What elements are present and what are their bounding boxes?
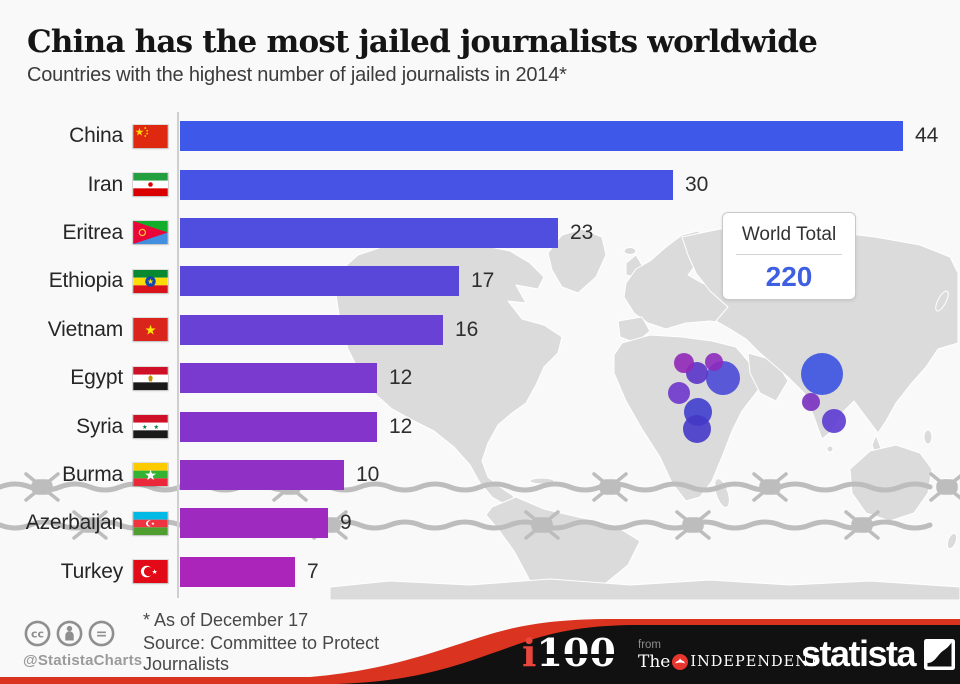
bubble-burma (802, 393, 820, 411)
azerbaijan-flag-icon: ★ (133, 511, 168, 535)
bar-value: 17 (471, 269, 495, 293)
country-label: Azerbaijan (25, 511, 123, 535)
license-icons: cc = (24, 620, 115, 647)
bar-row-turkey: Turkey ★ 7 (20, 548, 938, 596)
china-flag-icon: ★ (133, 124, 168, 148)
independent-eagle-icon (672, 654, 689, 670)
svg-text:cc: cc (31, 628, 44, 641)
svg-text:★: ★ (144, 468, 157, 484)
bar-vietnam (180, 314, 443, 345)
vietnam-flag-icon: ★ (133, 318, 168, 342)
bar-value: 12 (389, 414, 413, 438)
bar-row-eritrea: Eritrea 23 (20, 209, 938, 257)
bar-value: 16 (455, 317, 479, 341)
chart-axis-line (177, 112, 179, 598)
bubble-turkey (674, 353, 694, 373)
independent-name: INDEPENDENT (690, 654, 820, 670)
bar-turkey (180, 556, 295, 587)
independent-the: The (638, 652, 671, 672)
source-note: Source: Committee to Protect Journalists (143, 633, 380, 674)
bar-eritrea (180, 217, 558, 248)
statista-logo-text: statista (801, 633, 917, 674)
bar-ethiopia (180, 266, 459, 297)
ethiopia-flag-icon: ★ (133, 269, 168, 293)
country-label: Vietnam (47, 317, 123, 341)
bar-row-burma: Burma ★ 10 (20, 451, 938, 499)
statista-charts-credit: @StatistaCharts (23, 652, 143, 669)
svg-text:★: ★ (151, 521, 155, 527)
attribution-icon (56, 620, 83, 647)
bar-value: 44 (915, 124, 939, 148)
country-label: Turkey (60, 559, 123, 583)
footnote-block: * As of December 17 Source: Committee to… (143, 610, 413, 675)
country-label: Eritrea (62, 220, 124, 244)
bubble-china (801, 353, 843, 395)
burma-flag-icon: ★ (133, 463, 168, 487)
bar-row-vietnam: Vietnam ★ 16 (20, 306, 938, 354)
i100-logo: i100 (522, 630, 618, 675)
egypt-flag-icon (133, 366, 168, 390)
bar-row-azerbaijan: Azerbaijan ★ 9 (20, 499, 938, 547)
no-derivatives-icon: = (88, 620, 115, 647)
bar-value: 10 (356, 462, 380, 486)
statista-logo-icon (924, 638, 956, 670)
bar-syria (180, 411, 377, 442)
syria-flag-icon: ★ ★ (133, 415, 168, 439)
bar-value: 23 (570, 220, 594, 244)
country-label: Iran (87, 172, 124, 196)
statista-logo: statista (801, 633, 956, 674)
bar-china (180, 121, 903, 152)
svg-text:★: ★ (144, 324, 156, 339)
i100-strike-line (537, 654, 618, 658)
bar-burma (180, 459, 344, 490)
bubble-ethiopia (683, 415, 711, 443)
independent-logo: from The INDEPENDENT (638, 639, 820, 672)
svg-text:★: ★ (142, 424, 148, 431)
creative-commons-icon: cc (24, 620, 51, 647)
bar-row-ethiopia: Ethiopia ★ 17 (20, 257, 938, 305)
i100-logo-i: i (522, 630, 537, 675)
bubble-azerbaijan (705, 353, 723, 371)
svg-text:★: ★ (153, 424, 159, 431)
i100-logo-num: 100 (536, 630, 616, 675)
svg-text:★: ★ (152, 568, 158, 576)
bar-egypt (180, 363, 377, 394)
world-total-divider (736, 254, 842, 255)
country-label: Ethiopia (48, 269, 123, 293)
page-title: China has the most jailed journalists wo… (27, 24, 818, 60)
bar-row-syria: Syria ★ ★ 12 (20, 402, 938, 450)
bar-row-iran: Iran 30 (20, 160, 938, 208)
page-subtitle: Countries with the highest number of jai… (27, 64, 567, 86)
world-total-box: World Total 220 (722, 212, 856, 300)
bar-chart: China ★ 44 Iran 30 Eritrea 23 Ethiopia ★… (20, 112, 938, 596)
turkey-flag-icon: ★ (133, 560, 168, 584)
bar-row-china: China ★ 44 (20, 112, 938, 160)
country-label: Burma (62, 462, 123, 486)
svg-text:★: ★ (135, 126, 144, 138)
eritrea-flag-icon (133, 221, 168, 245)
country-label: China (69, 124, 123, 148)
bubble-egypt (668, 382, 690, 404)
bar-value: 12 (389, 366, 413, 390)
bar-value: 9 (340, 511, 352, 535)
country-label: Egypt (70, 366, 123, 390)
bar-row-egypt: Egypt 12 (20, 354, 938, 402)
footnote: * As of December 17 (143, 610, 309, 630)
country-label: Syria (76, 414, 123, 438)
world-total-value: 220 (765, 261, 813, 292)
world-total-label: World Total (741, 224, 837, 245)
svg-text:=: = (96, 626, 108, 642)
bubble-vietnam (822, 409, 846, 433)
from-label: from (638, 639, 661, 651)
svg-text:★: ★ (147, 277, 154, 286)
bar-value: 7 (307, 559, 319, 583)
bar-azerbaijan (180, 508, 328, 539)
iran-flag-icon (133, 173, 168, 197)
bar-iran (180, 169, 673, 200)
bar-value: 30 (685, 172, 709, 196)
bottom-brand-bar (0, 619, 960, 684)
